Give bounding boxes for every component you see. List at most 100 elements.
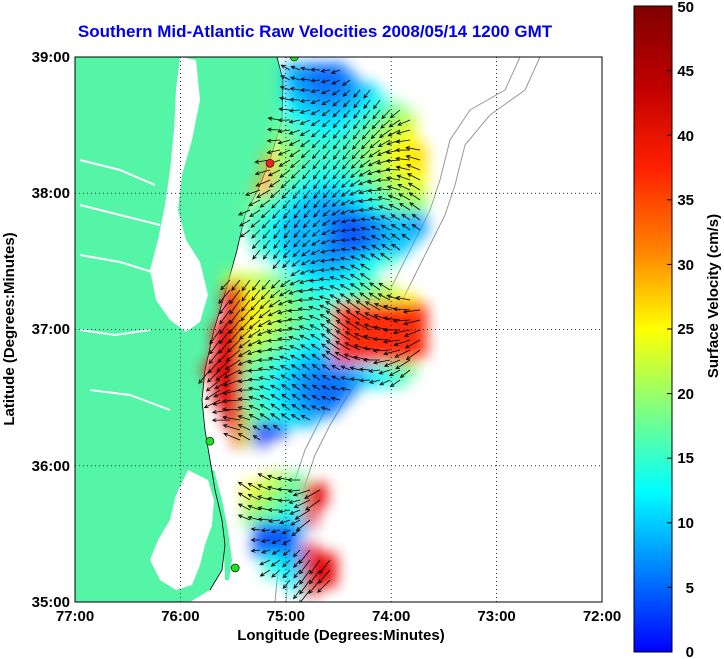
current-vector <box>300 139 311 148</box>
current-vector <box>360 149 371 159</box>
current-vector <box>251 239 261 250</box>
current-vector <box>223 432 241 441</box>
current-vector <box>345 299 361 311</box>
colorbar-tick-label: 45 <box>677 63 694 80</box>
current-vector <box>259 299 271 310</box>
current-vector <box>360 236 371 241</box>
current-vector <box>331 199 341 207</box>
radar-stations <box>205 57 299 573</box>
current-vector <box>361 129 371 140</box>
current-vector <box>368 149 381 158</box>
current-vector <box>358 207 371 213</box>
current-vector <box>301 159 311 170</box>
current-vector <box>349 199 361 205</box>
current-vector <box>223 369 241 379</box>
current-vector <box>363 99 371 110</box>
current-vector <box>309 324 321 331</box>
current-vector <box>281 529 291 535</box>
current-vector <box>325 339 341 351</box>
current-vector <box>301 239 311 248</box>
current-vector <box>293 239 301 248</box>
current-vector <box>238 339 251 349</box>
current-vector <box>266 149 281 155</box>
current-vector <box>320 406 331 411</box>
current-vector <box>321 219 331 227</box>
current-vector <box>222 389 241 395</box>
current-vector <box>299 109 311 114</box>
current-vector <box>339 256 351 261</box>
current-vector <box>331 219 341 225</box>
current-vector <box>237 359 251 366</box>
current-vector <box>379 129 391 139</box>
colorbar-tick-label: 0 <box>686 644 694 659</box>
current-vector <box>373 302 391 311</box>
current-vector <box>321 385 331 391</box>
current-vector <box>267 474 281 481</box>
current-vector <box>289 509 301 515</box>
current-vector <box>241 289 251 302</box>
current-vector <box>310 89 321 94</box>
current-vector <box>270 529 281 534</box>
current-vector <box>257 484 271 491</box>
current-vector <box>353 119 361 130</box>
current-vector <box>248 404 261 411</box>
current-vector <box>237 433 251 441</box>
current-vector <box>411 213 421 221</box>
current-vector <box>308 278 321 283</box>
current-vector <box>293 219 301 229</box>
current-vector <box>293 199 301 210</box>
current-vector <box>241 279 251 292</box>
current-vector <box>292 249 301 258</box>
current-vector <box>219 309 231 325</box>
current-vector <box>250 219 261 228</box>
current-vector <box>302 229 311 238</box>
current-vector <box>298 289 311 294</box>
current-vector <box>330 396 341 401</box>
current-vector <box>248 319 261 330</box>
current-vector <box>367 188 381 193</box>
current-vector <box>330 239 341 244</box>
x-tick-label: 73:00 <box>477 608 515 625</box>
x-tick-label: 76:00 <box>161 608 199 625</box>
colorbar-tick-label: 35 <box>677 192 694 209</box>
current-vector <box>372 99 381 110</box>
current-vector <box>385 167 401 172</box>
current-vector <box>321 353 331 361</box>
current-vector <box>350 218 361 223</box>
current-vector <box>380 224 391 231</box>
current-vector <box>340 376 351 381</box>
current-vector <box>335 319 351 331</box>
current-vector <box>352 129 361 140</box>
y-tick-label: 39:00 <box>32 49 70 66</box>
current-vector <box>291 529 301 537</box>
current-vector <box>342 89 351 97</box>
current-vector <box>256 189 271 199</box>
current-vector <box>312 169 321 180</box>
current-vector <box>290 413 301 421</box>
current-vector <box>393 339 411 347</box>
current-vector <box>300 354 311 361</box>
radar-station-marker <box>230 563 240 573</box>
current-vector <box>310 259 321 264</box>
current-vector <box>289 86 301 92</box>
current-vector <box>272 219 281 230</box>
current-vector <box>325 350 341 361</box>
current-vector <box>350 237 361 242</box>
current-vector <box>343 129 351 140</box>
current-vector <box>331 375 341 381</box>
current-vector <box>370 225 381 231</box>
current-vector <box>278 346 291 351</box>
current-vector <box>353 332 371 341</box>
current-vector <box>288 108 301 113</box>
current-vector <box>321 109 331 117</box>
current-vector <box>288 139 301 146</box>
current-vector <box>294 509 311 520</box>
current-vector <box>372 359 391 365</box>
plot-frame <box>74 56 603 603</box>
current-vector <box>392 329 411 335</box>
current-vector <box>405 154 421 161</box>
current-vector <box>373 314 391 321</box>
current-vector <box>299 569 311 585</box>
current-vector <box>331 89 341 96</box>
current-vector <box>287 326 301 331</box>
